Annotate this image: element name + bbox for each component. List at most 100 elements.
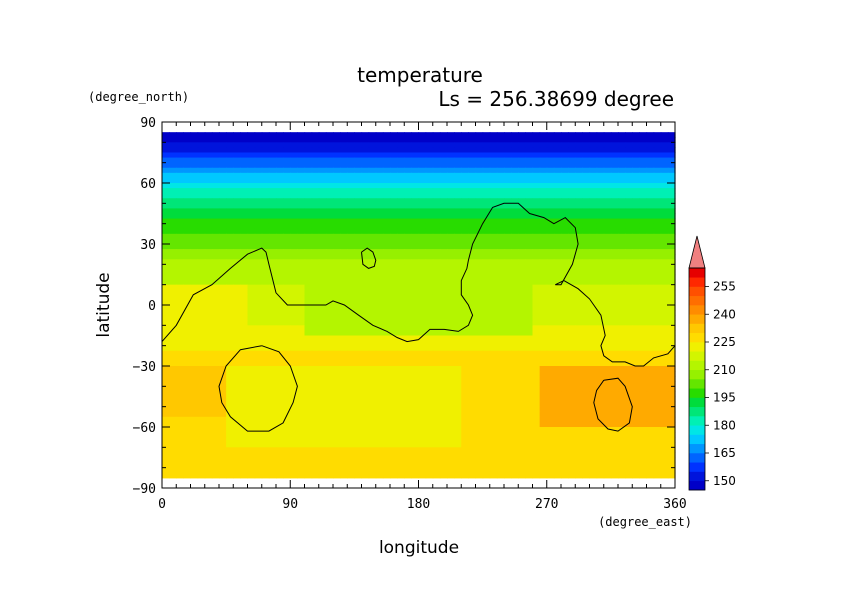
heatmap-cell [404, 188, 412, 194]
heatmap-cell [568, 198, 576, 204]
heatmap-cell [418, 310, 427, 316]
heatmap-cell [361, 233, 370, 240]
heatmap-cell [425, 467, 434, 474]
heatmap-cell [197, 172, 206, 179]
heatmap-cell [603, 330, 612, 337]
heatmap-cell [532, 274, 541, 281]
heatmap-cell [176, 238, 184, 245]
heatmap-cell [518, 279, 526, 286]
heatmap-cell [311, 188, 320, 194]
heatmap-cell [553, 310, 562, 316]
heatmap-cell [511, 188, 519, 194]
heatmap-cell [468, 162, 477, 169]
heatmap-cell [568, 345, 576, 352]
heatmap-cell [368, 335, 377, 342]
heatmap-cell [425, 406, 434, 413]
heatmap-cell [525, 421, 534, 428]
heatmap-cell [447, 294, 455, 301]
heatmap-cell [397, 137, 405, 143]
heatmap-cell [639, 177, 648, 184]
heatmap-cell [404, 137, 412, 143]
heatmap-cell [504, 238, 512, 245]
heatmap-cell [297, 421, 306, 428]
heatmap-cell [347, 320, 355, 326]
heatmap-cell [361, 360, 370, 367]
heatmap-cell [468, 411, 477, 418]
heatmap-cell [625, 432, 633, 438]
heatmap-cell [361, 223, 370, 230]
heatmap-cell [425, 183, 434, 189]
heatmap-cell [333, 335, 341, 342]
heatmap-cell [553, 315, 562, 321]
heatmap-cell [504, 132, 512, 138]
heatmap-cell [461, 264, 469, 271]
heatmap-cell [610, 355, 619, 362]
heatmap-cell [190, 360, 199, 367]
heatmap-cell [290, 167, 298, 174]
heatmap-cell [268, 345, 277, 352]
heatmap-cell [290, 218, 298, 225]
heatmap-cell [197, 289, 206, 296]
heatmap-cell [183, 228, 192, 235]
heatmap-cell [461, 213, 469, 220]
heatmap-cell [411, 279, 420, 286]
heatmap-cell [418, 447, 427, 454]
heatmap-cell [447, 188, 455, 194]
heatmap-cell [610, 467, 619, 474]
heatmap-cell [240, 294, 249, 301]
heatmap-cell [219, 406, 227, 413]
heatmap-cell [368, 350, 377, 357]
heatmap-cell [354, 249, 363, 255]
heatmap-cell [425, 315, 434, 321]
heatmap-cell [162, 167, 170, 174]
heatmap-cell [261, 452, 270, 459]
heatmap-cell [475, 259, 484, 265]
heatmap-cell [311, 269, 320, 276]
heatmap-cell [411, 177, 420, 184]
heatmap-cell [489, 452, 498, 459]
heatmap-cell [603, 132, 612, 138]
heatmap-cell [261, 269, 270, 276]
heatmap-cell [397, 269, 405, 276]
heatmap-cell [169, 355, 177, 362]
heatmap-cell [525, 315, 534, 321]
heatmap-cell [489, 371, 498, 377]
heatmap-cell [632, 381, 640, 387]
heatmap-cell [354, 162, 363, 169]
heatmap-cell [190, 269, 199, 276]
heatmap-cell [632, 203, 640, 210]
heatmap-cell [211, 208, 220, 215]
heatmap-cell [454, 335, 462, 342]
heatmap-cell [297, 198, 306, 204]
heatmap-cell [568, 152, 576, 159]
heatmap-cell [639, 172, 648, 179]
heatmap-cell [618, 177, 626, 184]
heatmap-cell [254, 432, 263, 438]
heatmap-cell [283, 142, 291, 149]
heatmap-cell [390, 284, 398, 291]
heatmap-cell [653, 254, 662, 260]
heatmap-cell [489, 427, 498, 433]
heatmap-cell [546, 310, 555, 316]
heatmap-cell [475, 203, 484, 210]
heatmap-cell [183, 376, 192, 382]
heatmap-cell [667, 203, 676, 210]
heatmap-cell [660, 391, 669, 398]
heatmap-cell [632, 467, 640, 474]
heatmap-cell [518, 330, 526, 337]
heatmap-cell [162, 386, 170, 393]
heatmap-cell [190, 447, 199, 454]
heatmap-cell [632, 345, 640, 352]
heatmap-cell [603, 152, 612, 159]
heatmap-cell [489, 188, 498, 194]
heatmap-cell [290, 254, 298, 260]
heatmap-cell [596, 147, 605, 154]
heatmap-cell [382, 213, 391, 220]
heatmap-cell [304, 406, 313, 413]
heatmap-cell [575, 193, 583, 199]
heatmap-cell [632, 208, 640, 215]
heatmap-cell [354, 472, 363, 479]
heatmap-cell [254, 279, 263, 286]
heatmap-cell [347, 472, 355, 479]
heatmap-cell [325, 350, 334, 357]
